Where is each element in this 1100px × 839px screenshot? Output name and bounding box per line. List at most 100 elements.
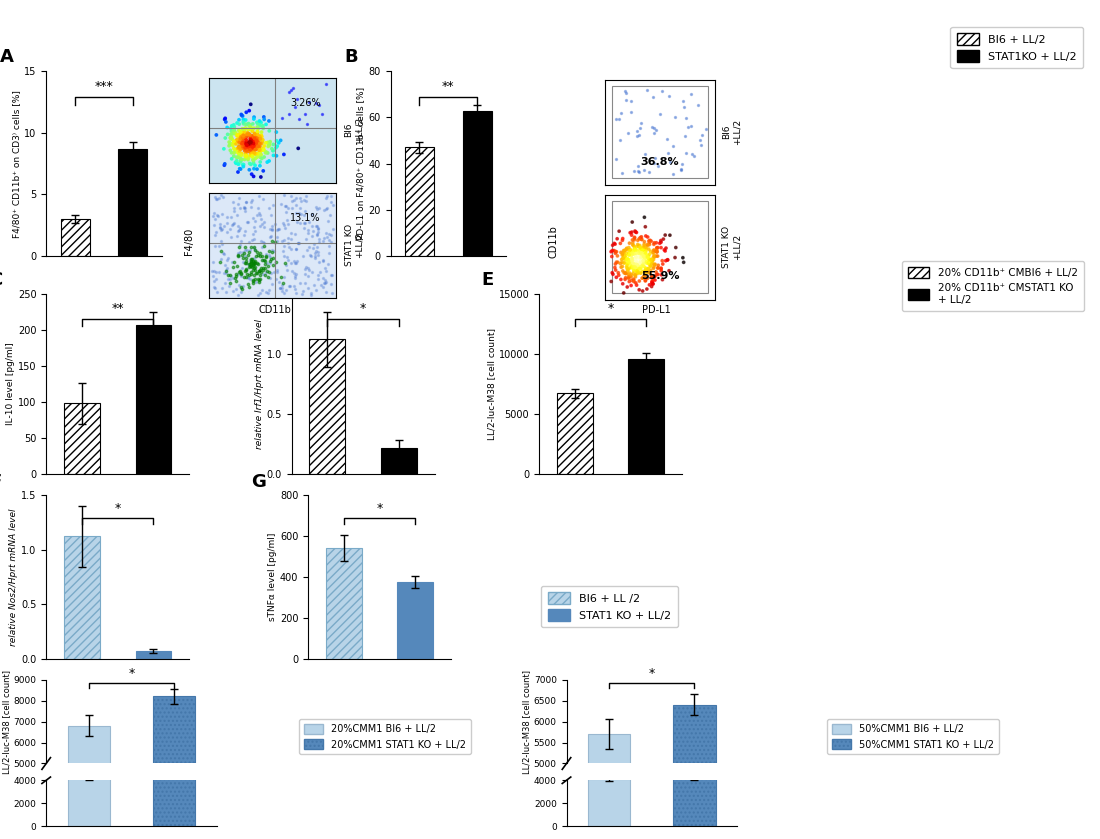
Point: [227, 156, 244, 169]
Point: [619, 268, 637, 281]
Point: [629, 258, 647, 272]
Point: [609, 266, 627, 279]
Point: [279, 217, 297, 231]
Point: [216, 248, 233, 261]
Point: [240, 141, 257, 154]
Point: [222, 122, 240, 135]
Point: [636, 164, 653, 177]
Point: [242, 133, 260, 147]
Point: [228, 208, 245, 221]
Point: [625, 257, 642, 270]
Point: [624, 254, 641, 268]
Point: [631, 262, 649, 275]
Point: [642, 253, 660, 266]
Point: [628, 260, 646, 274]
Point: [243, 147, 261, 160]
Point: [603, 245, 620, 258]
Point: [318, 77, 336, 91]
Text: ***: ***: [95, 81, 113, 93]
Point: [230, 129, 248, 143]
Point: [252, 132, 270, 145]
Point: [255, 253, 273, 267]
Point: [222, 130, 240, 143]
Point: [228, 150, 245, 164]
Point: [642, 253, 660, 267]
Point: [299, 215, 317, 228]
Point: [242, 259, 260, 273]
Point: [659, 253, 676, 267]
Point: [278, 231, 296, 244]
Point: [256, 136, 274, 149]
Point: [250, 136, 267, 149]
Point: [642, 270, 660, 284]
Point: [250, 148, 267, 161]
Text: *: *: [376, 502, 383, 514]
Point: [244, 254, 262, 268]
Point: [231, 238, 249, 252]
Point: [261, 257, 278, 270]
Point: [251, 264, 268, 278]
Point: [251, 189, 268, 202]
Point: [242, 256, 260, 269]
Point: [230, 141, 248, 154]
Point: [223, 152, 241, 165]
Point: [285, 81, 303, 95]
Point: [314, 235, 331, 248]
Point: [640, 236, 658, 249]
Point: [240, 248, 257, 262]
Point: [310, 235, 328, 248]
Point: [322, 235, 340, 248]
Point: [239, 138, 256, 151]
Bar: [326, 548, 362, 659]
Point: [311, 266, 329, 279]
Point: [208, 193, 226, 206]
Point: [251, 140, 268, 154]
Point: [260, 271, 277, 284]
Point: [286, 257, 304, 270]
Point: [258, 257, 276, 270]
Point: [268, 139, 286, 153]
Point: [634, 257, 651, 270]
Point: [232, 143, 250, 156]
Point: [646, 258, 663, 272]
Point: [604, 244, 622, 258]
Point: [302, 207, 320, 221]
Point: [642, 280, 660, 294]
Legend: 50%CMM1 BI6 + LL/2, 50%CMM1 STAT1 KO + LL/2: 50%CMM1 BI6 + LL/2, 50%CMM1 STAT1 KO + L…: [827, 719, 999, 754]
Point: [226, 123, 243, 137]
Point: [238, 130, 255, 143]
Point: [624, 252, 641, 265]
Point: [264, 138, 282, 151]
Point: [228, 154, 245, 168]
Point: [606, 261, 624, 274]
Point: [212, 281, 230, 294]
Point: [228, 129, 245, 143]
Point: [617, 266, 635, 279]
Point: [240, 137, 257, 150]
Point: [294, 249, 311, 263]
Point: [618, 262, 636, 275]
Y-axis label: sTNFα level [pg/ml]: sTNFα level [pg/ml]: [268, 533, 277, 621]
Point: [638, 255, 656, 268]
Point: [272, 281, 289, 294]
Point: [275, 271, 293, 284]
Point: [250, 122, 267, 135]
Point: [629, 233, 647, 247]
Point: [229, 146, 246, 159]
Point: [242, 146, 260, 159]
Point: [631, 253, 649, 266]
Point: [645, 260, 662, 274]
Text: F: F: [0, 473, 1, 491]
Point: [255, 139, 273, 153]
Point: [253, 152, 271, 165]
Point: [218, 263, 235, 277]
Point: [243, 130, 261, 143]
Point: [233, 282, 251, 295]
Point: [251, 263, 268, 277]
Point: [244, 143, 262, 157]
Point: [644, 275, 661, 289]
Point: [246, 224, 264, 237]
Point: [228, 157, 245, 170]
Point: [616, 273, 634, 286]
Point: [635, 253, 652, 266]
